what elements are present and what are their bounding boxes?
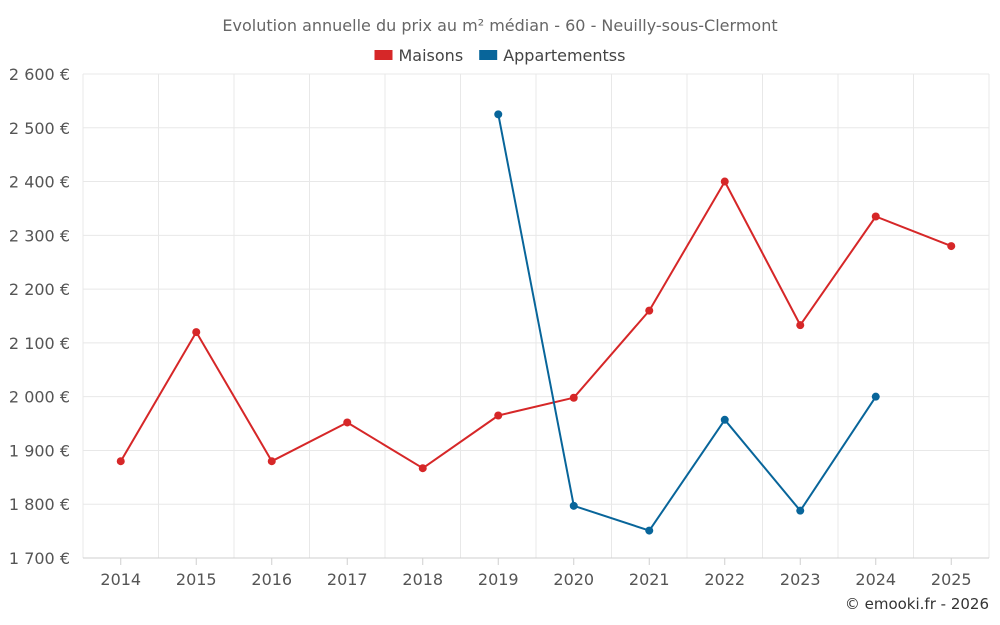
legend-item-maisons[interactable]: Maisons [374, 46, 464, 65]
series [116, 110, 956, 535]
data-point[interactable] [343, 418, 352, 427]
credit-text: © emooki.fr - 2026 [845, 595, 989, 613]
y-tick-label: 1 800 € [9, 495, 70, 514]
y-tick-label: 2 500 € [9, 119, 70, 138]
data-point[interactable] [720, 415, 729, 424]
legend-label: Appartementss [503, 46, 625, 65]
legend-swatch [374, 50, 393, 60]
y-tick-label: 2 100 € [9, 334, 70, 353]
x-tick-label: 2020 [553, 570, 594, 589]
x-tick-label: 2014 [100, 570, 141, 589]
legend-item-appartementss[interactable]: Appartementss [479, 46, 625, 65]
y-tick-label: 1 700 € [9, 549, 70, 568]
x-tick-label: 2025 [931, 570, 972, 589]
data-point[interactable] [569, 393, 578, 402]
data-point[interactable] [796, 321, 805, 330]
y-tick-label: 1 900 € [9, 441, 70, 460]
x-tick-label: 2017 [327, 570, 368, 589]
x-tick-label: 2016 [251, 570, 292, 589]
series-maisons [116, 177, 956, 473]
data-point[interactable] [720, 177, 729, 186]
x-tick-label: 2024 [855, 570, 896, 589]
data-point[interactable] [871, 212, 880, 221]
x-tick-label: 2019 [478, 570, 519, 589]
data-point[interactable] [871, 392, 880, 401]
y-tick-label: 2 600 € [9, 65, 70, 84]
x-tick-label: 2022 [704, 570, 745, 589]
series-line [497, 114, 877, 532]
chart-title: Evolution annuelle du prix au m² médian … [222, 16, 777, 35]
data-point[interactable] [947, 242, 956, 251]
series-appartementss [494, 110, 880, 535]
legend: Maisons Appartementss [374, 46, 625, 65]
x-tick-label: 2015 [176, 570, 217, 589]
grid [82, 73, 990, 558]
data-point[interactable] [796, 506, 805, 515]
y-tick-label: 2 000 € [9, 388, 70, 407]
x-tick-label: 2021 [629, 570, 670, 589]
data-point[interactable] [116, 457, 125, 466]
legend-label: Maisons [399, 46, 464, 65]
x-tick-label: 2023 [780, 570, 821, 589]
axes [83, 557, 989, 565]
data-point[interactable] [418, 464, 427, 473]
y-tick-label: 2 400 € [9, 173, 70, 192]
data-point[interactable] [494, 110, 503, 119]
series-line [119, 180, 952, 470]
data-point[interactable] [192, 328, 201, 337]
x-tick-label: 2018 [402, 570, 443, 589]
data-point[interactable] [645, 306, 654, 315]
y-tick-label: 2 300 € [9, 226, 70, 245]
data-point[interactable] [569, 501, 578, 510]
data-point[interactable] [494, 411, 503, 420]
data-point[interactable] [267, 457, 276, 466]
data-point[interactable] [645, 526, 654, 535]
x-axis-ticks: 2014 2015 2016 2017 2018 2019 2020 2021 2022 2023… [100, 570, 971, 589]
y-tick-label: 2 200 € [9, 280, 70, 299]
y-axis-ticks: 1 700 € 1 800 € 1 900 € 2 000 € 2 100 € 2 200… [9, 65, 70, 568]
legend-swatch [479, 50, 498, 60]
